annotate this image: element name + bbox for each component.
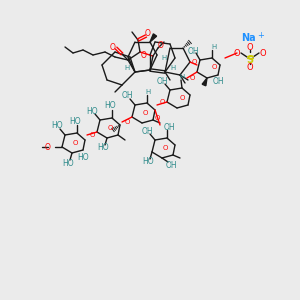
Text: O: O <box>110 43 116 52</box>
Text: O: O <box>189 75 195 81</box>
Text: O: O <box>247 44 253 52</box>
Text: H: H <box>179 74 184 80</box>
Text: O: O <box>260 49 266 58</box>
Text: H: H <box>124 65 130 71</box>
Text: Na: Na <box>241 33 255 43</box>
Text: O: O <box>154 115 160 121</box>
Text: OH: OH <box>156 76 168 85</box>
Text: HO: HO <box>142 158 154 166</box>
Text: OH: OH <box>212 77 224 86</box>
Text: O: O <box>158 40 164 50</box>
Text: OH: OH <box>163 122 175 131</box>
Text: O: O <box>247 64 253 73</box>
Text: HO: HO <box>77 154 89 163</box>
Text: H: H <box>146 89 151 95</box>
Text: O: O <box>145 29 151 38</box>
Text: H: H <box>212 44 217 50</box>
Text: O: O <box>211 64 217 70</box>
Text: O: O <box>89 132 95 138</box>
Text: O: O <box>107 125 113 131</box>
Text: O: O <box>142 110 148 116</box>
Text: HO: HO <box>104 101 116 110</box>
Text: OH: OH <box>121 92 133 100</box>
Text: OH: OH <box>141 127 153 136</box>
Polygon shape <box>202 78 207 86</box>
Text: O: O <box>162 145 168 151</box>
Text: O: O <box>45 142 51 152</box>
Text: +: + <box>258 31 264 40</box>
Text: O: O <box>191 59 197 65</box>
Text: H: H <box>161 55 166 61</box>
Polygon shape <box>150 34 157 42</box>
Text: O: O <box>124 119 130 125</box>
Text: HO: HO <box>86 106 98 116</box>
Text: O: O <box>141 50 147 59</box>
Text: O: O <box>179 95 185 101</box>
Text: O: O <box>159 99 165 105</box>
Text: HO: HO <box>62 158 74 167</box>
Text: OH: OH <box>165 160 177 169</box>
Text: S: S <box>246 55 254 65</box>
Text: HO: HO <box>69 116 81 125</box>
Text: HO: HO <box>97 143 109 152</box>
Text: HO: HO <box>51 122 63 130</box>
Text: O: O <box>72 140 78 146</box>
Text: O: O <box>234 49 240 58</box>
Text: H: H <box>170 65 175 71</box>
Text: OH: OH <box>187 46 199 56</box>
